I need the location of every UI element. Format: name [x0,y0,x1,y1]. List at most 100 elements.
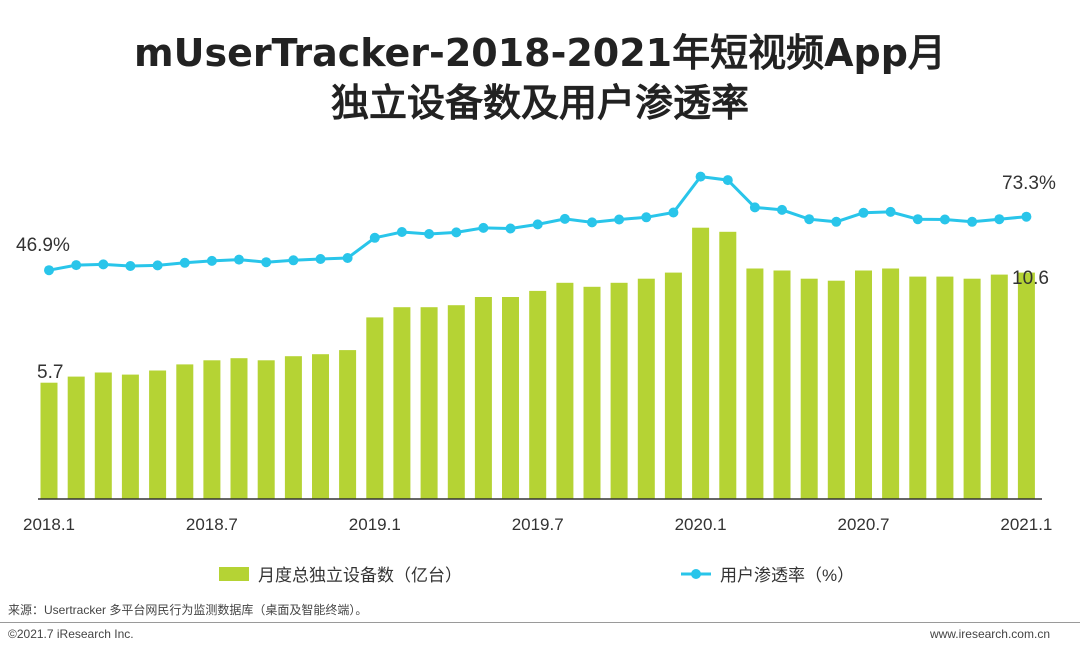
bar-2019.12 [664,272,682,499]
line-point-2020.3 [749,202,760,213]
legend-bar-swatch [219,567,249,581]
bar-2020.1 [692,227,710,499]
line-point-2019.10 [614,214,625,225]
line-point-2020.12 [994,214,1005,225]
x-tick-2021.1: 2021.1 [1000,515,1052,534]
line-point-2020.2 [722,175,733,186]
bar-2021.1 [1017,272,1035,499]
bar-2019.9 [583,286,601,499]
line-point-2018.4 [125,261,136,271]
line-point-2020.6 [831,216,842,227]
legend-line-label: 用户渗透率（%） [720,566,854,585]
line-point-2020.8 [885,206,896,217]
bar-2018.9 [257,360,275,499]
website-link: www.iresearch.com.cn [929,627,1050,641]
bar-first-label: 5.7 [37,362,63,383]
line-point-2020.4 [777,204,787,215]
bar-2019.3 [420,307,438,499]
line-point-2019.7 [532,219,543,230]
x-tick-2018.7: 2018.7 [186,515,238,534]
line-point-2019.3 [424,229,435,239]
line-point-2020.10 [939,214,950,225]
bar-2019.1 [366,317,384,499]
line-point-2019.5 [478,222,489,233]
line-point-2018.6 [179,257,190,268]
bar-2019.5 [474,297,492,499]
bar-2018.7 [203,360,221,499]
line-point-2018.9 [261,257,272,268]
x-tick-2019.7: 2019.7 [512,515,564,534]
line-point-2018.1 [44,265,54,276]
bar-series [40,227,1035,500]
legend: 月度总独立设备数（亿台） 用户渗透率（%） [219,566,854,585]
bar-2020.6 [827,280,845,499]
bar-2019.10 [610,282,628,499]
line-point-2020.1 [695,171,706,182]
line-series [44,171,1032,276]
line-first-label: 46.9% [16,235,70,256]
x-tick-2018.1: 2018.1 [23,515,75,534]
bar-2018.2 [67,376,85,499]
legend-bar-label: 月度总独立设备数（亿台） [258,566,462,585]
bar-2019.2 [393,307,411,499]
line-point-2019.8 [559,213,570,224]
x-tick-labels: 2018.1 2018.7 2019.1 2019.7 2020.1 2020.7 2021… [23,515,1052,534]
bar-2019.8 [556,282,574,499]
line-point-2019.11 [641,212,652,223]
line-point-2018.8 [234,254,244,265]
line-point-2019.6 [505,223,516,234]
line-point-2020.11 [967,216,978,227]
line-point-2018.11 [315,254,326,264]
chart-title-line2: 独立设备数及用户渗透率 [330,81,749,125]
bar-2020.11 [963,278,981,499]
footer-divider [0,622,1080,623]
bar-2019.4 [447,305,465,499]
bar-2019.7 [529,290,547,499]
bar-2019.11 [637,278,655,499]
bar-2020.3 [746,268,764,499]
bar-2018.10 [284,356,302,499]
line-point-2018.5 [152,260,163,271]
line-point-2018.12 [342,253,353,263]
x-tick-2019.1: 2019.1 [349,515,401,534]
bar-2018.3 [94,372,112,499]
bar-last-label: 10.6 [1012,268,1049,289]
combo-chart: 2018.1 2018.7 2019.1 2019.7 2020.1 2020.7 2021… [16,171,1056,585]
data-labels: 5.7 10.6 46.9% 73.3% [16,173,1056,383]
line-point-2019.12 [668,207,679,218]
line-point-2018.7 [206,255,217,266]
chart-title-line1: mUserTracker-2018-2021年短视频App月 [134,31,946,75]
line-point-2019.2 [396,227,407,237]
bar-2018.5 [149,370,167,499]
bar-2020.2 [719,231,737,500]
bar-2018.11 [312,354,329,499]
bar-2020.12 [990,274,1008,499]
bar-2020.5 [800,278,818,499]
line-point-2019.1 [369,232,380,243]
line-point-2021.1 [1021,211,1032,222]
source-note: 来源：Usertracker 多平台网民行为监测数据库（桌面及智能终端）。 [8,603,368,617]
copyright: ©2021.7 iResearch Inc. [8,627,134,641]
line-point-2020.9 [912,214,923,225]
bar-2018.6 [176,364,194,499]
x-tick-2020.7: 2020.7 [838,515,890,534]
x-tick-2020.1: 2020.1 [675,515,727,534]
line-point-2018.2 [71,260,82,271]
bar-2019.6 [502,297,519,499]
line-point-2019.9 [587,217,597,228]
legend-line-marker [691,569,701,579]
bar-2020.10 [936,276,954,499]
chart-title: mUserTracker-2018-2021年短视频App月 独立设备数及用户渗… [0,28,1080,128]
bar-2018.4 [121,374,139,499]
line-point-2020.5 [804,214,815,225]
line-point-2018.10 [288,255,299,266]
bar-2018.12 [339,350,357,499]
line-point-2018.3 [98,259,109,270]
line-last-label: 73.3% [1002,173,1056,194]
bar-2020.8 [882,268,900,499]
bar-2018.8 [230,358,248,499]
bar-2020.4 [773,270,791,499]
bar-2020.9 [909,276,927,499]
bar-2020.7 [855,270,872,499]
line-point-2019.4 [451,227,462,238]
